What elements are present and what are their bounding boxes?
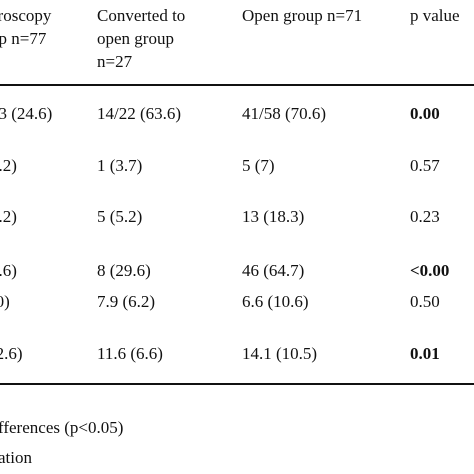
cell-row6-col1: (2.6) [0,344,23,363]
header-col1-line1: aroscopy [0,6,52,25]
cell-row5-col2: 7.9 (6.2) [97,292,156,311]
cell-row5-col1: (0) [0,292,10,311]
cell-row4-col3: 46 (64.7) [242,261,305,280]
cell-row5-col4: 0.50 [410,292,440,311]
bottom-rule [0,383,474,385]
cell-row3-col3: 13 (18.3) [242,207,305,226]
cell-row6-col2: 11.6 (6.6) [97,344,163,363]
cell-row5-col3: 6.6 (10.6) [242,292,309,311]
header-rule [0,84,474,86]
cell-row2-col1: 5.2) [0,156,17,175]
header-col2-line3: n=27 [97,52,133,71]
header-col1-line2: up n=77 [0,29,47,48]
header-col2-line2: open group [97,29,174,48]
footnote-significance: fferences (p<0.05) [0,418,124,437]
cell-row6-col3: 14.1 (10.5) [242,344,318,363]
cell-row2-col4: 0.57 [410,156,440,175]
cell-row4-col2: 8 (29.6) [97,261,151,280]
cell-row1-col3: 41/58 (70.6) [242,104,327,123]
cell-row2-col2: 1 (3.7) [97,156,143,175]
cell-row1-col4: 0.00 [410,104,440,123]
cell-row6-col4: 0.01 [410,344,440,363]
cell-row3-col1: 5.2) [0,207,17,226]
cell-row1-col2: 14/22 (63.6) [97,104,182,123]
cell-row3-col4: 0.23 [410,207,440,226]
header-col4-line1: p value [410,6,460,25]
footnote-abbreviation: ation [0,448,32,467]
cell-row2-col3: 5 (7) [242,156,275,175]
header-col2-line1: Converted to [97,6,186,25]
cell-row4-col4: <0.00 [410,261,450,280]
cell-row1-col1: 73 (24.6) [0,104,53,123]
cell-row4-col1: 2.6) [0,261,17,280]
header-col3-line1: Open group n=71 [242,6,363,25]
cell-row3-col2: 5 (5.2) [97,207,143,226]
